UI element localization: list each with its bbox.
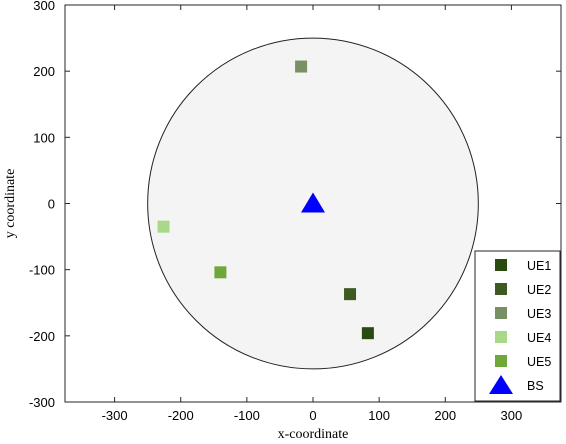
legend-marker-bs	[489, 375, 513, 394]
legend-marker-ue5	[495, 355, 507, 367]
y-tick-label: 300	[33, 0, 55, 13]
axes	[64, 4, 562, 403]
legend-label-ue1: UE1	[527, 259, 551, 273]
y-axis-label: y coordinate	[3, 169, 18, 239]
marker-bs	[301, 192, 325, 213]
marker-ue4	[157, 220, 170, 233]
x-tick-label: 0	[309, 408, 316, 423]
x-tick-label: -200	[168, 408, 194, 423]
legend-marker-ue2	[495, 283, 507, 295]
axis-labels: x-coordinate y coordinate	[3, 169, 348, 442]
marker-ue5	[214, 266, 227, 279]
legend-marker-ue4	[495, 331, 507, 343]
marker-ue2	[344, 288, 357, 301]
marker-ue1	[361, 327, 374, 340]
y-tick-label: -300	[29, 395, 55, 410]
x-tick-label: -100	[234, 408, 260, 423]
legend-label-ue4: UE4	[527, 331, 551, 345]
y-tick-label: -100	[29, 263, 55, 278]
legend-label-bs: BS	[527, 379, 544, 393]
x-tick-label: 300	[501, 408, 523, 423]
legend-label-ue3: UE3	[527, 307, 551, 321]
legend-marker-ue1	[495, 259, 507, 271]
y-tick-label: -200	[29, 329, 55, 344]
marker-ue3	[295, 60, 308, 73]
y-tick-label: 100	[33, 130, 55, 145]
legend-box	[474, 250, 561, 402]
y-tick-label: 0	[48, 197, 55, 212]
x-axis-label: x-coordinate	[278, 427, 349, 442]
x-tick-label: -300	[102, 408, 128, 423]
legend-marker-ue3	[495, 307, 507, 319]
tick-labels: -300 -200 -100 0 100 200 300 -300 -200 -100 0 100 20…	[29, 0, 522, 423]
legend-label-ue2: UE2	[527, 283, 551, 297]
legend: UE1 UE2 UE3 UE4 UE5 BS	[474, 250, 561, 402]
legend-label-ue5: UE5	[527, 355, 551, 369]
x-tick-label: 100	[368, 408, 390, 423]
y-tick-label: 200	[33, 64, 55, 79]
data-markers	[157, 60, 374, 340]
x-tick-label: 200	[434, 408, 456, 423]
